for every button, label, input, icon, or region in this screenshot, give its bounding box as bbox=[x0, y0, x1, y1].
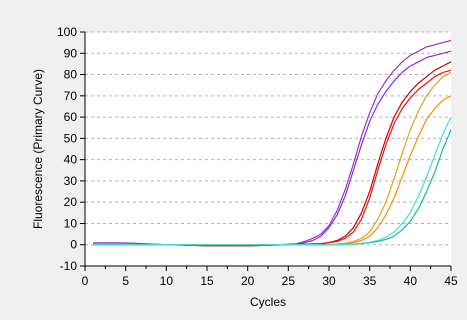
x-tick-label-3: 15 bbox=[200, 274, 214, 288]
y-tick-label-4: 30 bbox=[64, 174, 78, 188]
x-tick-label-4: 20 bbox=[241, 274, 255, 288]
x-axis-label: Cycles bbox=[250, 295, 286, 309]
y-tick-label-10: 90 bbox=[64, 46, 78, 60]
y-tick-label-3: 20 bbox=[64, 195, 78, 209]
x-tick-label-8: 40 bbox=[404, 274, 418, 288]
y-tick-label-11: 100 bbox=[57, 25, 77, 39]
x-ticks: 0 5 10 15 20 25 30 35 40 45 bbox=[82, 266, 458, 288]
x-tick-label-2: 10 bbox=[160, 274, 174, 288]
y-tick-label-1: 0 bbox=[70, 238, 77, 252]
x-tick-label-0: 0 bbox=[82, 274, 89, 288]
y-tick-label-6: 50 bbox=[64, 131, 78, 145]
x-tick-label-1: 5 bbox=[122, 274, 129, 288]
y-tick-label-9: 80 bbox=[64, 68, 78, 82]
series-layer bbox=[93, 39, 452, 247]
y-tick-label-8: 70 bbox=[64, 89, 78, 103]
series-line-8 bbox=[93, 116, 452, 246]
y-tick-label-0: -10 bbox=[60, 259, 78, 273]
series-line-4 bbox=[93, 69, 452, 247]
x-tick-label-6: 30 bbox=[322, 274, 336, 288]
y-axis-label: Fluorescence (Primary Curve) bbox=[31, 69, 45, 229]
x-tick-label-9: 45 bbox=[444, 274, 458, 288]
y-tick-label-7: 60 bbox=[64, 110, 78, 124]
y-ticks: -10 0 10 20 30 40 50 60 70 80 90 100 bbox=[57, 25, 85, 273]
y-tick-label-5: 40 bbox=[64, 153, 78, 167]
x-tick-label-5: 25 bbox=[282, 274, 296, 288]
plot-area bbox=[85, 32, 451, 266]
y-tick-label-2: 10 bbox=[64, 216, 78, 230]
x-tick-label-7: 35 bbox=[363, 274, 377, 288]
